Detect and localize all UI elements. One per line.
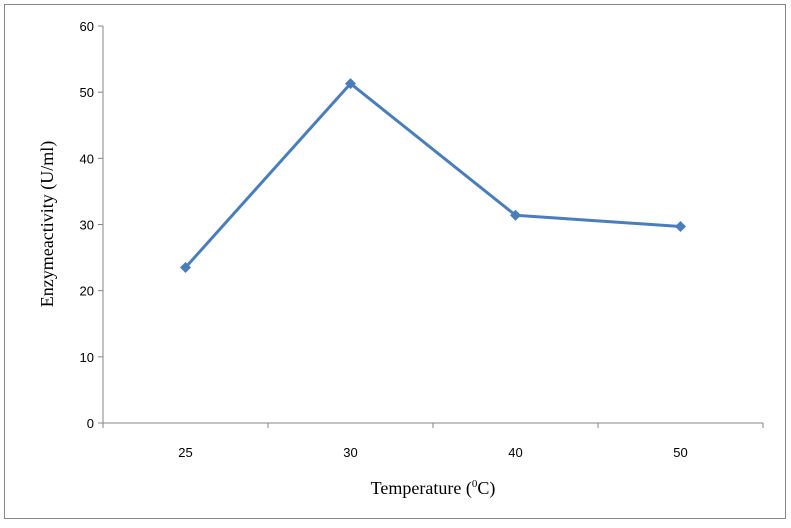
x-tick-label: 40 (508, 445, 522, 460)
y-axis-label: Enzymeactivity (U/ml) (37, 141, 58, 307)
x-axis-label: Temperature (0C) (371, 478, 496, 499)
x-tick-label: 30 (343, 445, 357, 460)
y-tick-label: 60 (80, 19, 94, 34)
y-tick-label: 40 (80, 151, 94, 166)
x-tick-label: 50 (673, 445, 687, 460)
data-point-marker (180, 262, 191, 274)
data-point-marker (510, 209, 521, 221)
series-line (184, 82, 681, 269)
y-tick-label: 10 (80, 350, 94, 365)
data-point-marker (675, 220, 686, 232)
chart-frame (4, 4, 786, 519)
y-tick-label: 0 (87, 416, 94, 431)
data-point-marker (345, 78, 356, 90)
y-tick-label: 20 (80, 284, 94, 299)
x-tick-label: 25 (178, 445, 192, 460)
y-tick-label: 50 (80, 85, 94, 100)
y-tick-label: 30 (80, 218, 94, 233)
